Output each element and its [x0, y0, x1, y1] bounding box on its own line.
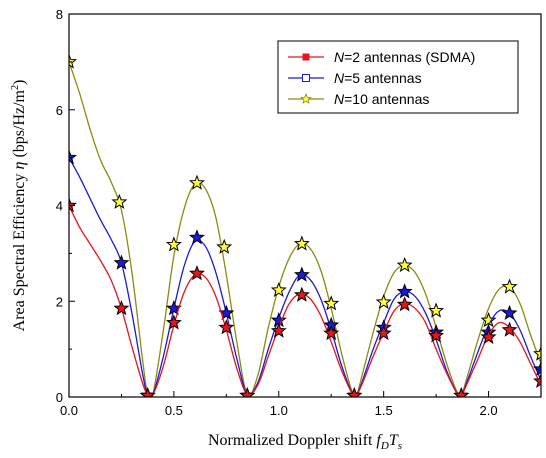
- legend-marker: [300, 92, 312, 104]
- data-point: [113, 300, 130, 316]
- x-axis-title-sub-d: D: [380, 440, 389, 452]
- x-tick-label: 1.0: [270, 403, 288, 418]
- x-axis-title-f: f: [376, 432, 383, 449]
- y-tick-label: 6: [56, 103, 63, 118]
- x-tick-label: 2.0: [480, 403, 498, 418]
- data-point: [216, 238, 233, 254]
- data-point: [293, 266, 310, 282]
- data-point: [188, 265, 205, 281]
- x-axis-title-t: T: [389, 432, 399, 449]
- x-axis-title: Normalized Doppler shift fDTs: [208, 432, 402, 452]
- y-axis-title-unit: (bps/Hz/m: [11, 89, 28, 161]
- data-point: [501, 321, 518, 337]
- data-point: [188, 174, 205, 190]
- data-point: [346, 387, 363, 397]
- data-point: [239, 387, 256, 397]
- x-axis-title-text: Normalized Doppler shift: [208, 432, 376, 449]
- data-point: [69, 53, 77, 69]
- series-layer: [69, 53, 541, 397]
- x-tick-label: 0.5: [165, 403, 183, 418]
- legend-marker: [302, 53, 310, 61]
- x-tick-label: 1.5: [375, 403, 393, 418]
- legend-label-var: N: [334, 70, 345, 86]
- legend-label-rest: =10 antennas: [344, 91, 429, 107]
- data-point: [533, 360, 541, 377]
- data-point: [501, 278, 518, 294]
- data-point: [218, 319, 235, 335]
- data-point: [501, 304, 518, 321]
- ticks-layer: 0.0 0.5 1.0 1.5 2.0 0 2 4 6 8: [56, 7, 498, 418]
- y-tick-label: 8: [56, 7, 63, 22]
- data-point: [293, 286, 310, 302]
- x-axis-title-sub-s: s: [398, 440, 402, 452]
- data-point: [139, 387, 156, 397]
- data-point: [533, 372, 541, 388]
- data-point: [165, 236, 182, 252]
- data-point: [323, 324, 340, 341]
- data-point: [428, 327, 445, 343]
- series-2: [69, 149, 541, 397]
- series-1: [69, 197, 541, 397]
- data-point: [188, 229, 205, 245]
- data-point: [453, 387, 470, 397]
- y-axis-title-text: Area Spectral Efficiency: [11, 169, 28, 331]
- y-tick-label: 4: [56, 199, 63, 214]
- data-point: [480, 328, 497, 344]
- data-point: [396, 296, 413, 312]
- data-point: [533, 345, 541, 361]
- data-point: [69, 197, 77, 213]
- y-tick-label: 2: [56, 294, 63, 309]
- data-point: [323, 295, 340, 311]
- legend-label: N=2 antennas (SDMA): [334, 49, 475, 65]
- data-point: [113, 254, 130, 270]
- legend-label-var: N: [334, 49, 345, 65]
- data-point: [375, 324, 392, 341]
- y-axis-title-close: ): [11, 80, 28, 85]
- data-point: [270, 322, 287, 338]
- y-tick-label: 0: [56, 390, 63, 405]
- data-point: [111, 193, 128, 209]
- legend-box: [277, 40, 519, 114]
- legend-label-rest: =2 antennas (SDMA): [344, 49, 475, 65]
- data-point: [165, 314, 182, 330]
- data-point: [428, 302, 445, 318]
- legend-label: N=10 antennas: [334, 91, 429, 107]
- data-point: [69, 149, 77, 165]
- legend-label: N=5 antennas: [334, 70, 422, 86]
- data-point: [270, 281, 287, 298]
- data-point: [293, 235, 310, 251]
- data-point: [396, 256, 413, 273]
- y-axis-title: Area Spectral Efficiency η (bps/Hz/m2): [10, 80, 28, 332]
- y-axis-title-eta: η: [11, 161, 28, 169]
- data-point: [375, 293, 392, 309]
- x-tick-label: 0.0: [60, 403, 78, 418]
- data-point: [396, 283, 413, 299]
- legend-marker: [302, 74, 310, 82]
- legend-label-var: N: [334, 91, 345, 107]
- y-axis-title-sup: 2: [10, 85, 21, 90]
- data-point: [480, 312, 497, 328]
- legend-label-rest: =5 antennas: [344, 70, 421, 86]
